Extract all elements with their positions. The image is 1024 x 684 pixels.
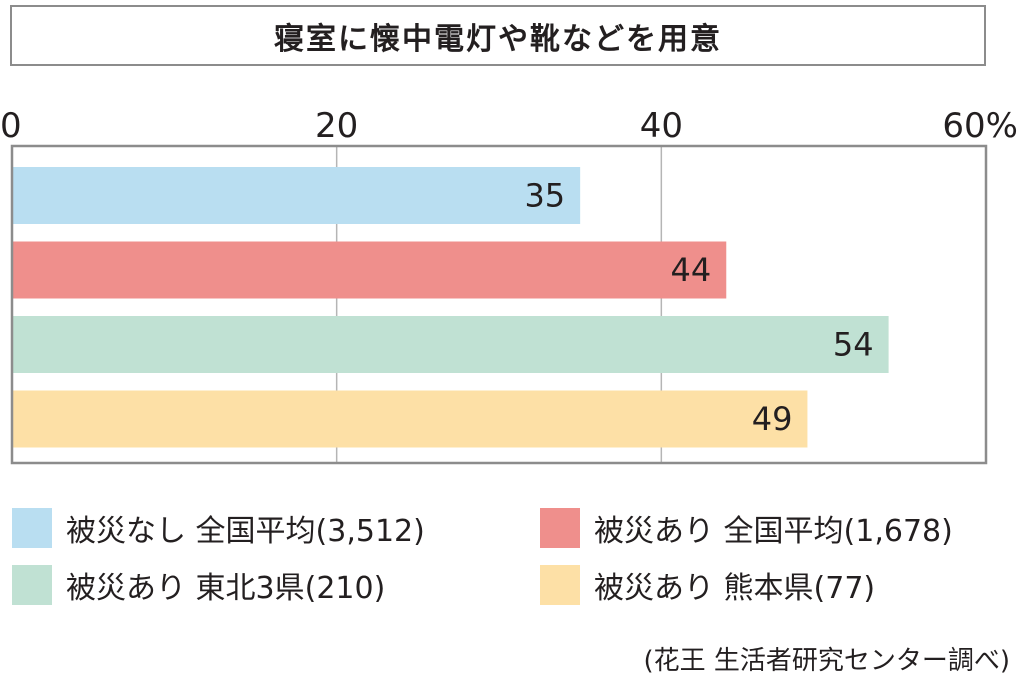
legend-label-3: 被災あり 東北3県(210) <box>66 571 386 606</box>
legend-label-1: 被災なし 全国平均(3,512) <box>66 514 425 549</box>
bar-4 <box>12 390 808 448</box>
x-tick-label-1: 0 <box>0 106 22 146</box>
legend-swatch-3 <box>12 565 52 605</box>
plot-frame <box>10 144 988 465</box>
x-tick-label-2: 20 <box>315 106 358 146</box>
legend-item-2: 被災あり 全国平均(1,678) <box>540 506 953 550</box>
legend-label-4: 被災あり 熊本県(77) <box>594 571 876 606</box>
bar-value-label-4: 49 <box>752 400 793 438</box>
bar-2 <box>12 241 727 299</box>
bar-value-label-3: 54 <box>833 326 874 364</box>
legend-item-4: 被災あり 熊本県(77) <box>540 563 875 607</box>
legend-swatch-4 <box>540 565 580 605</box>
bar-chart: 0 20 40 60% 35 44 54 49 <box>0 106 1018 465</box>
bar-value-label-2: 44 <box>671 251 712 289</box>
legend-swatch-1 <box>12 508 52 548</box>
bar-3 <box>12 316 889 373</box>
chart-title-box: 寝室に懐中電灯や靴などを用意 <box>10 5 986 66</box>
legend-item-1: 被災なし 全国平均(3,512) <box>12 506 425 550</box>
legend-label-2: 被災あり 全国平均(1,678) <box>594 514 953 549</box>
source-note: (花王 生活者研究センター調べ) <box>643 646 1010 676</box>
legend-item-3: 被災あり 東北3県(210) <box>12 563 385 607</box>
bar-value-label-1: 35 <box>524 177 565 215</box>
x-tick-label-3: 40 <box>640 106 683 146</box>
chart-title: 寝室に懐中電灯や靴などを用意 <box>274 21 722 57</box>
x-tick-label-4: 60% <box>942 106 1018 146</box>
legend-swatch-2 <box>540 508 580 548</box>
bar-1 <box>12 167 581 224</box>
